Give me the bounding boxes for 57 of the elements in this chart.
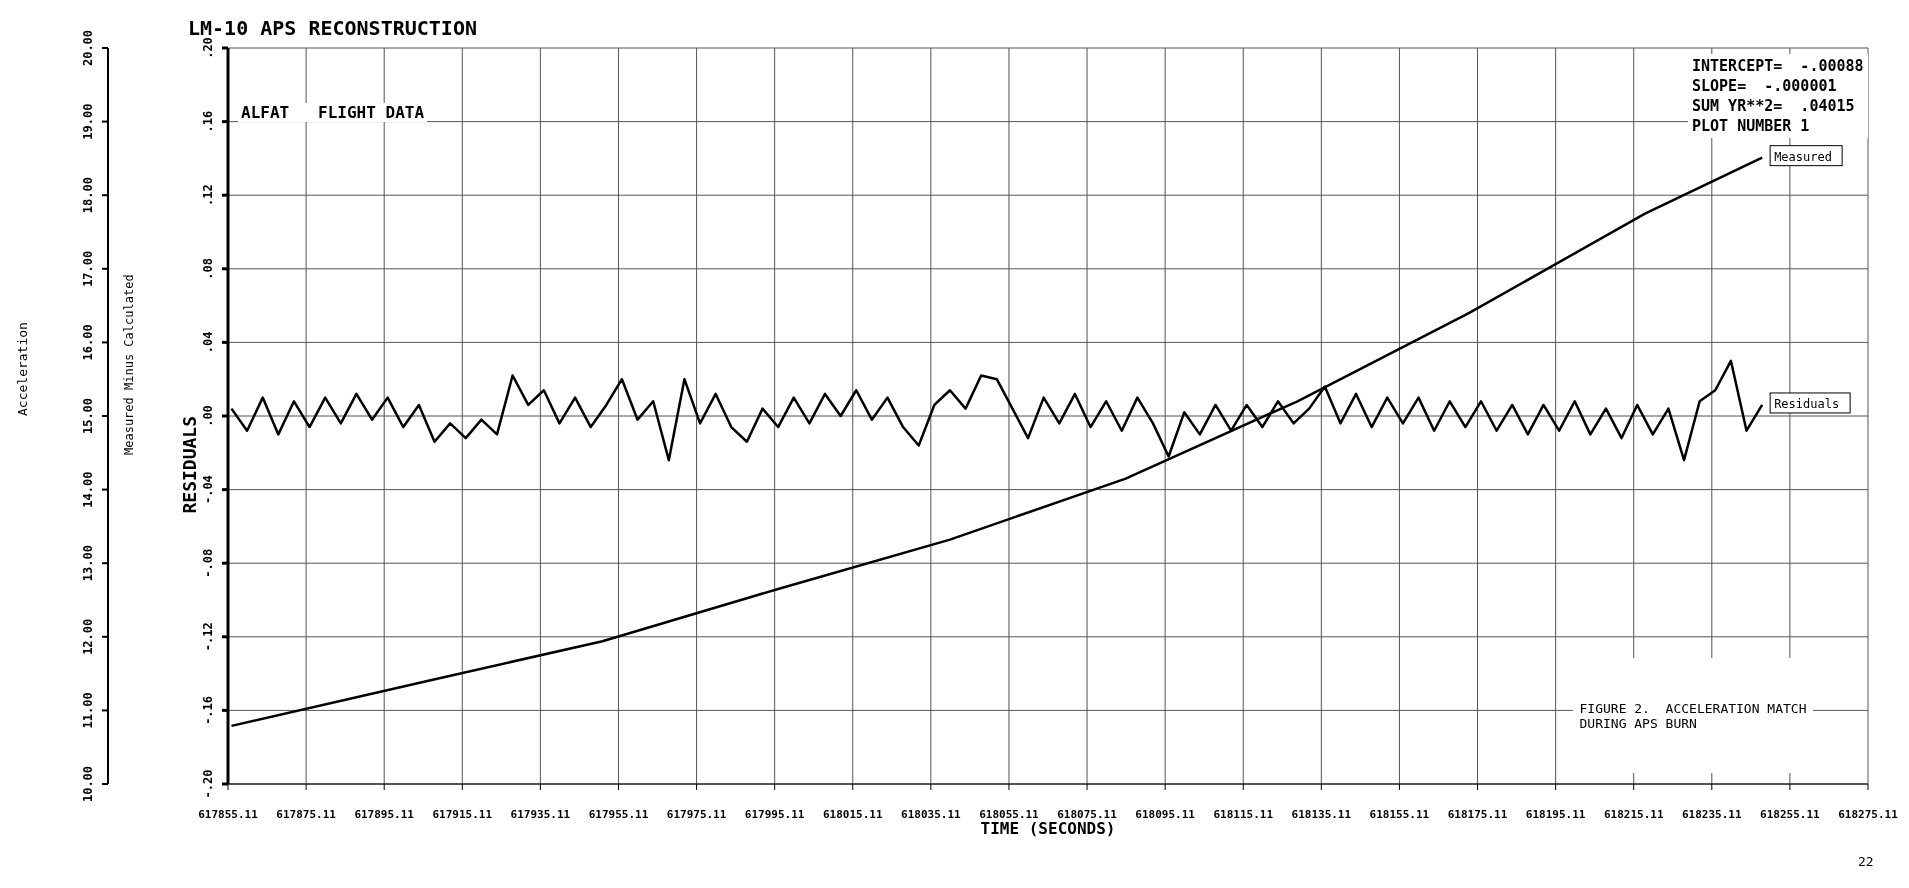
- annotation: INTERCEPT= -.00088: [1692, 56, 1864, 76]
- x-tick-label: 618115.11: [1213, 808, 1274, 821]
- x-tick-label: 617915.11: [432, 808, 493, 821]
- y2-tick-label: .16: [201, 110, 215, 133]
- y-tick-label: 20.00: [81, 29, 95, 67]
- x-tick-label: 618095.11: [1135, 808, 1196, 821]
- text: 22: [1858, 854, 1874, 869]
- x-tick-label: 618175.11: [1447, 808, 1508, 821]
- y-axis-title: Acceleration: [14, 322, 30, 416]
- x-tick-label: 618235.11: [1682, 808, 1742, 821]
- x-tick-label: 618135.11: [1291, 808, 1352, 821]
- x-tick-label: 617875.11: [276, 808, 337, 821]
- y-tick-label: 18.00: [81, 177, 95, 214]
- x-tick-label: 618015.11: [822, 808, 883, 821]
- x-tick-label: 618075.11: [1057, 808, 1118, 821]
- y2-tick-label: .04: [201, 331, 215, 354]
- x-tick-label: 617895.11: [354, 808, 415, 821]
- caption-box: FIGURE 2. ACCELERATION MATCH DURING APS BURN: [1573, 658, 1813, 773]
- x-tick-label: 617935.11: [510, 808, 571, 821]
- y2-axis-title: RESIDUALS: [179, 416, 201, 514]
- y-tick-label: 17.00: [81, 250, 95, 287]
- y-tick-label: 10.00: [81, 765, 95, 803]
- x-tick-label: 617955.11: [588, 808, 649, 821]
- x-tick-label: 618255.11: [1760, 808, 1821, 821]
- y-tick-label: 16.00: [81, 324, 95, 361]
- y-tick-label: 11.00: [81, 692, 95, 729]
- x-tick-label: 618035.11: [901, 808, 962, 821]
- x-tick-label: 617855.11: [198, 808, 259, 821]
- y2-tick-label: -.20: [201, 769, 215, 799]
- y-tick-label: 15.00: [81, 397, 95, 435]
- text: Measured Minus Calculated: [122, 271, 136, 458]
- annotation: SLOPE= -.000001: [1692, 76, 1838, 96]
- y2-tick-label: .20: [201, 37, 215, 59]
- text: ALFAT FLIGHT DATA: [238, 103, 428, 122]
- x-axis-title: TIME (SECONDS): [980, 819, 1116, 838]
- x-tick-label: 618155.11: [1369, 808, 1430, 821]
- y-tick-label: 12.00: [81, 618, 95, 655]
- annotation: SUM YR**2= .04015: [1692, 96, 1856, 116]
- y2-tick-label: .00: [201, 405, 215, 427]
- x-tick-label: 618275.11: [1838, 808, 1899, 821]
- y2-tick-label: -.04: [201, 475, 215, 505]
- series-label: Measured: [1774, 149, 1832, 164]
- y2-tick-label: -.12: [201, 622, 215, 652]
- annotation: PLOT NUMBER 1: [1692, 116, 1811, 136]
- x-tick-label: 617995.11: [744, 808, 805, 821]
- y-tick-label: 14.00: [81, 471, 95, 508]
- y2-tick-label: .08: [201, 257, 215, 280]
- x-tick-label: 618215.11: [1603, 808, 1664, 821]
- y-tick-label: 13.00: [81, 545, 95, 582]
- x-tick-label: 617975.11: [666, 808, 727, 821]
- y2-tick-label: .12: [201, 184, 215, 207]
- x-tick-label: 618055.11: [979, 808, 1040, 821]
- y-tick-label: 19.00: [81, 103, 95, 140]
- y2-tick-label: -.16: [201, 695, 215, 725]
- series-label: Residuals: [1774, 396, 1840, 411]
- x-tick-label: 618195.11: [1525, 808, 1586, 821]
- y2-tick-label: -.08: [201, 548, 215, 578]
